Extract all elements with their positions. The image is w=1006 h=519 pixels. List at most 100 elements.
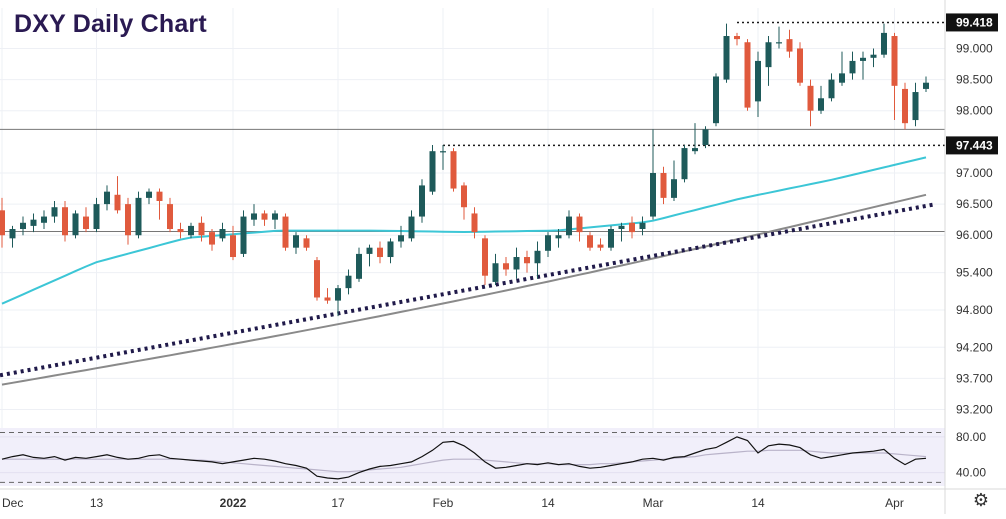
x-tick-label-6: Mar [643, 496, 664, 510]
candle-body-79 [828, 79, 835, 99]
candle-body-56 [587, 235, 593, 248]
candle-body-46 [482, 238, 488, 276]
candle-body-81 [849, 60, 856, 74]
candle-body-41 [429, 151, 436, 192]
candle-body-37 [387, 241, 394, 258]
candle-body-72 [755, 60, 761, 102]
candle-body-15 [156, 191, 163, 201]
x-tick-label-1: 13 [90, 496, 104, 510]
candle-body-17 [177, 229, 184, 233]
candle-body-73 [765, 42, 772, 68]
candle-body-28 [293, 235, 299, 248]
price-tick-label-7: 94.800 [956, 303, 993, 317]
settings-gear-icon[interactable]: ⚙ [972, 490, 990, 511]
candle-body-39 [408, 216, 415, 239]
candle-body-76 [797, 48, 803, 83]
candle-body-66 [692, 148, 698, 152]
candle-body-49 [513, 257, 520, 270]
candle-body-47 [492, 263, 499, 282]
price-tick-label-4: 96.500 [956, 197, 993, 211]
candle-body-54 [566, 216, 572, 236]
candle-body-71 [744, 42, 751, 108]
candle-body-31 [324, 297, 331, 301]
chart-title: DXY Daily Chart [14, 10, 207, 38]
candle-body-59 [618, 225, 625, 230]
level-label-0: 99.418 [956, 15, 993, 29]
candle-body-60 [629, 222, 635, 233]
candle-body-34 [356, 253, 362, 279]
candle-body-64 [671, 179, 677, 198]
candle-body-61 [639, 222, 646, 230]
candle-body-52 [545, 235, 551, 251]
candle-body-33 [345, 275, 352, 289]
price-tick-label-5: 96.000 [956, 228, 993, 242]
candle-body-10 [104, 191, 110, 205]
candle-body-85 [891, 36, 898, 86]
candle-body-5 [51, 207, 58, 217]
candle-body-3 [30, 219, 37, 226]
candle-body-0 [0, 210, 5, 236]
candle-body-55 [576, 216, 583, 233]
candle-body-74 [776, 42, 782, 44]
candle-body-14 [146, 191, 152, 198]
candle-body-77 [807, 85, 814, 111]
moving-average-line-0 [1, 156, 927, 305]
candle-body-67 [702, 129, 709, 145]
x-tick-label-5: 14 [541, 496, 555, 510]
candle-body-26 [272, 213, 278, 220]
candle-body-1 [9, 229, 16, 239]
oscillator-line [1, 436, 927, 480]
candle-body-65 [681, 148, 688, 180]
oscillator-tick-label-1: 40.00 [956, 466, 986, 480]
candle-body-58 [608, 229, 614, 248]
candle-body-78 [818, 98, 824, 111]
candle-body-43 [450, 151, 457, 189]
candle-body-69 [723, 36, 730, 80]
candle-body-38 [398, 235, 404, 242]
candle-body-13 [135, 197, 142, 236]
price-tick-label-3: 97.000 [956, 166, 993, 180]
x-tick-label-3: 17 [331, 496, 345, 510]
candle-body-51 [534, 250, 541, 264]
candle-body-87 [912, 92, 919, 121]
x-tick-label-4: Feb [433, 496, 454, 510]
candle-body-21 [219, 229, 226, 239]
x-tick-label-8: Apr [885, 496, 904, 510]
price-tick-label-6: 95.400 [956, 266, 993, 280]
level-label-box-1 [946, 136, 998, 155]
candle-body-18 [188, 225, 194, 236]
level-label-box-0 [946, 13, 998, 32]
candle-body-86 [902, 88, 908, 124]
candle-body-12 [125, 204, 131, 236]
candle-body-2 [20, 222, 26, 230]
candle-body-45 [471, 213, 478, 233]
candle-body-23 [240, 216, 247, 254]
dotted-trendline [0, 202, 937, 378]
price-tick-label-0: 99.000 [956, 41, 993, 55]
price-tick-label-10: 93.200 [956, 403, 993, 417]
candle-body-84 [881, 32, 887, 55]
level-label-1: 97.443 [956, 138, 993, 152]
candle-body-62 [650, 172, 656, 217]
candle-body-42 [440, 151, 446, 153]
candle-body-70 [734, 36, 740, 40]
candle-body-40 [419, 185, 425, 217]
candle-body-9 [93, 204, 100, 230]
candle-body-88 [923, 82, 929, 89]
candle-body-57 [597, 244, 604, 248]
candle-body-25 [261, 213, 268, 220]
candle-body-29 [303, 238, 310, 248]
candle-body-4 [41, 216, 47, 223]
price-tick-label-8: 94.200 [956, 340, 993, 354]
candle-body-32 [335, 288, 341, 301]
candle-body-63 [660, 172, 667, 198]
candle-body-22 [230, 235, 236, 258]
moving-average-line-1 [1, 193, 927, 386]
candle-body-35 [366, 247, 373, 254]
candle-body-48 [503, 263, 509, 270]
candle-body-16 [167, 204, 173, 230]
candle-body-6 [62, 207, 68, 236]
candle-body-83 [870, 54, 877, 58]
